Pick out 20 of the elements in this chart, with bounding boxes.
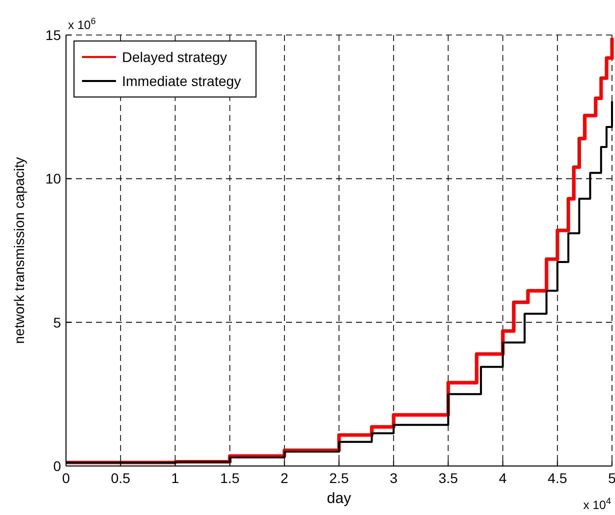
legend-label: Delayed strategy <box>122 49 228 65</box>
x-tick-label: 1.5 <box>220 470 240 486</box>
x-tick-label: 4.5 <box>548 470 568 486</box>
y-axis-title: network transmission capacity <box>11 157 27 344</box>
y-tick-label: 15 <box>45 27 62 43</box>
text: x 10$^{6}$ <box>68 16 96 32</box>
x-tick-label: 1 <box>171 470 180 486</box>
x-tick-label: 5 <box>608 470 615 486</box>
x-tick-label: 3 <box>390 470 398 486</box>
x-tick-label: 2 <box>280 470 288 486</box>
text: x 10$^{4}$ <box>583 496 611 512</box>
y-tick-label: 5 <box>53 314 62 330</box>
x-tick-label: 3.5 <box>438 470 458 486</box>
y-tick-label: 0 <box>53 458 62 474</box>
legend-label: Immediate strategy <box>122 73 242 89</box>
x-axis-title: day <box>326 490 352 507</box>
x-tick-label: 4 <box>498 470 507 486</box>
y-tick-label: 10 <box>45 170 62 187</box>
x-tick-label: 2.5 <box>329 470 349 486</box>
x-tick-label: 0.5 <box>110 470 131 486</box>
